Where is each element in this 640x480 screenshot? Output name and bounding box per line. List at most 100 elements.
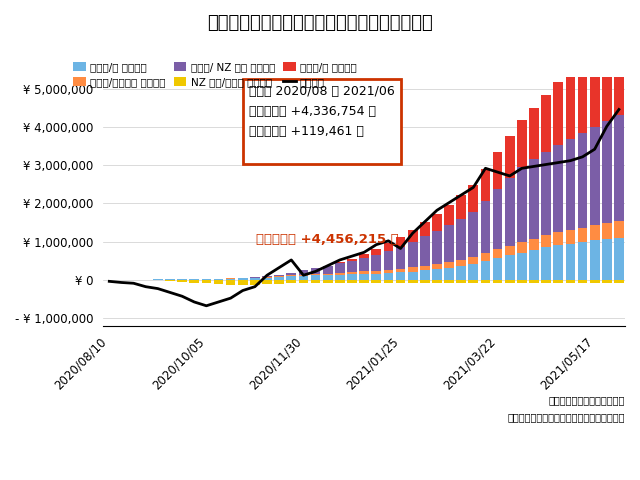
Bar	[566, 280, 575, 283]
Bar	[250, 280, 260, 285]
Bar	[420, 236, 429, 266]
Bar	[323, 266, 333, 274]
Bar	[165, 280, 175, 281]
Bar	[444, 205, 454, 225]
Bar	[371, 255, 381, 271]
Bar	[299, 276, 308, 280]
Bar	[456, 280, 466, 283]
Bar	[408, 230, 417, 242]
Bar	[529, 108, 539, 159]
Bar	[505, 136, 515, 178]
Bar	[177, 280, 187, 282]
Bar	[541, 152, 551, 235]
Bar	[432, 214, 442, 231]
Bar	[517, 242, 527, 252]
Bar	[420, 280, 429, 283]
Bar	[493, 249, 502, 258]
Bar	[347, 280, 357, 283]
Bar	[517, 280, 527, 283]
Bar	[310, 280, 321, 283]
Bar	[578, 228, 588, 242]
Bar	[202, 279, 211, 280]
Bar	[371, 274, 381, 280]
Bar	[517, 120, 527, 167]
Bar	[541, 247, 551, 280]
Bar	[214, 280, 223, 284]
Bar	[323, 274, 333, 275]
Bar	[456, 266, 466, 280]
Bar	[262, 278, 272, 280]
Bar	[529, 250, 539, 280]
Bar	[310, 276, 321, 280]
Bar	[359, 274, 369, 280]
Bar	[250, 278, 260, 280]
Bar	[420, 266, 429, 270]
Bar	[408, 242, 417, 267]
Bar	[408, 272, 417, 280]
Text: コンサルトラリピの週次報告（ナローレンジ）: コンサルトラリピの週次報告（ナローレンジ）	[207, 14, 433, 33]
Bar	[505, 280, 515, 283]
Bar	[383, 270, 393, 273]
Bar	[335, 263, 345, 264]
Bar	[262, 277, 272, 278]
Text: 合計損益： +4,456,215 円: 合計損益： +4,456,215 円	[256, 232, 399, 246]
Bar	[602, 37, 612, 121]
Bar	[226, 278, 236, 280]
Bar	[347, 261, 357, 272]
Bar	[238, 278, 248, 280]
Bar	[614, 238, 624, 280]
Bar	[323, 275, 333, 280]
Bar	[262, 280, 272, 284]
Bar	[335, 273, 345, 275]
Bar	[541, 235, 551, 247]
Bar	[481, 253, 490, 261]
Bar	[383, 273, 393, 280]
Bar	[287, 273, 296, 276]
Bar	[408, 267, 417, 272]
Bar	[529, 239, 539, 250]
Bar	[310, 274, 321, 276]
Bar	[335, 264, 345, 273]
Legend: 米ドル/円 実現損益, ユーロ/英ポンド 実現損益, 豪ドル/ NZ ドル 実現損益, NZ ドル/米ドル 実現損益, 加ドル/円 実現損益, 合計損益: 米ドル/円 実現損益, ユーロ/英ポンド 実現損益, 豪ドル/ NZ ドル 実現…	[69, 58, 361, 92]
Bar	[541, 95, 551, 152]
Bar	[262, 276, 272, 277]
Bar	[383, 243, 393, 251]
Bar	[505, 178, 515, 245]
Bar	[359, 280, 369, 283]
Bar	[275, 277, 284, 280]
Bar	[347, 272, 357, 274]
Bar	[493, 152, 502, 189]
Bar	[493, 189, 502, 249]
Bar	[299, 275, 308, 276]
Bar	[383, 280, 393, 283]
Bar	[468, 264, 478, 280]
Bar	[481, 201, 490, 253]
Bar	[444, 268, 454, 280]
Bar	[444, 280, 454, 283]
Bar	[578, 242, 588, 280]
Bar	[371, 280, 381, 283]
Bar	[396, 269, 405, 272]
Bar	[371, 271, 381, 274]
Bar	[590, 280, 600, 283]
Bar	[566, 230, 575, 243]
Bar	[189, 280, 199, 283]
Bar	[468, 212, 478, 257]
Bar	[396, 272, 405, 280]
Bar	[396, 280, 405, 283]
Bar	[602, 280, 612, 283]
Bar	[529, 159, 539, 239]
Bar	[323, 280, 333, 283]
Bar	[275, 280, 284, 284]
Bar	[202, 280, 211, 283]
Bar	[214, 279, 223, 280]
Bar	[554, 83, 563, 145]
Bar	[456, 195, 466, 218]
Bar	[226, 280, 236, 285]
Bar	[396, 247, 405, 269]
Bar	[554, 232, 563, 245]
Bar	[432, 231, 442, 264]
Bar	[347, 259, 357, 261]
Bar	[481, 261, 490, 280]
Bar	[468, 185, 478, 212]
